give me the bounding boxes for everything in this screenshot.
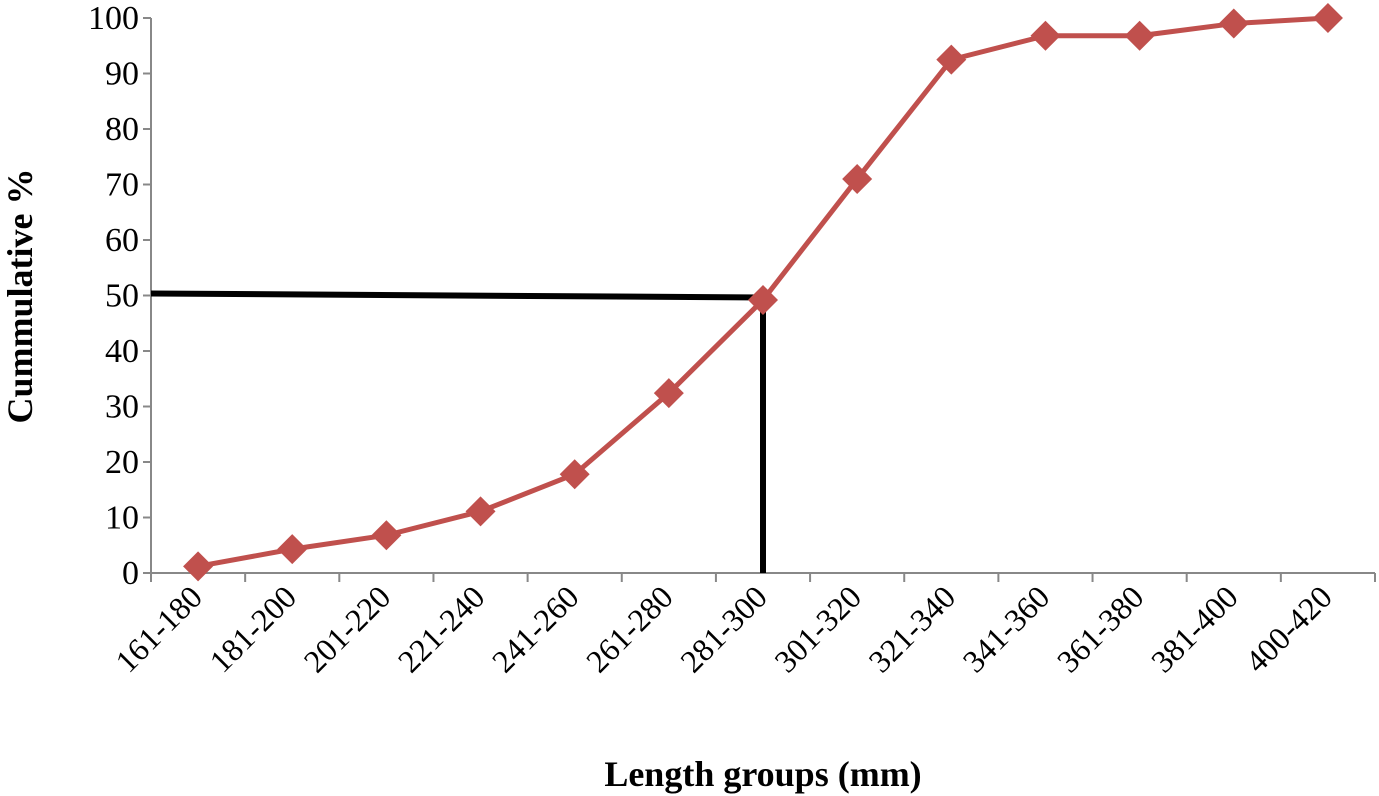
series-layer	[183, 3, 1343, 582]
x-tick-label: 381-400	[1144, 578, 1245, 679]
x-tick-label: 281-300	[673, 578, 774, 679]
data-point-marker	[653, 378, 684, 409]
data-point-marker	[748, 284, 778, 315]
data-point-marker	[371, 520, 402, 551]
y-tick-label: 70	[105, 167, 139, 204]
x-tick-label: 301-320	[767, 578, 868, 679]
x-tick-label: 181-200	[202, 578, 303, 679]
data-point-marker	[842, 163, 873, 194]
y-tick-label: 30	[105, 389, 139, 426]
y-tick-label: 20	[105, 444, 139, 481]
data-point-marker	[1030, 20, 1061, 51]
y-axis-title: Cummulative %	[0, 169, 40, 424]
reference-lines	[150, 290, 766, 573]
y-ticks: 0 10 20 30 40 50 60 70 80 90 100	[88, 0, 151, 592]
x-ticks: 161-180181-200201-220221-240241-260261-2…	[108, 573, 1376, 679]
data-point-marker	[465, 496, 496, 527]
y-tick-label: 100	[88, 0, 139, 37]
y-tick-label: 50	[105, 278, 139, 315]
x-tick-label: 321-340	[861, 578, 962, 679]
reference-line-horizontal	[150, 290, 764, 301]
x-tick-label: 341-360	[956, 578, 1057, 679]
data-point-marker	[183, 551, 214, 582]
x-tick-label: 241-260	[485, 578, 586, 679]
data-point-marker	[1124, 20, 1155, 51]
data-point-marker	[1218, 8, 1249, 39]
data-point-marker	[936, 44, 967, 75]
data-point-marker	[277, 534, 308, 565]
x-tick-label: 201-220	[296, 578, 397, 679]
y-tick-label: 60	[105, 222, 139, 259]
data-point-marker	[1312, 3, 1343, 33]
x-axis-title: Length groups (mm)	[604, 754, 921, 794]
x-tick-label: 361-380	[1050, 578, 1151, 679]
y-tick-label: 90	[105, 56, 139, 93]
data-point-marker	[559, 459, 590, 490]
y-tick-label: 40	[105, 333, 139, 370]
x-tick-label: 161-180	[108, 578, 209, 679]
y-tick-label: 80	[105, 111, 139, 148]
y-tick-label: 10	[105, 500, 139, 537]
x-tick-label: 261-280	[579, 578, 680, 679]
x-tick-label: 221-240	[391, 578, 492, 679]
y-tick-label: 0	[122, 555, 139, 592]
x-tick-label: 400-420	[1238, 578, 1339, 679]
